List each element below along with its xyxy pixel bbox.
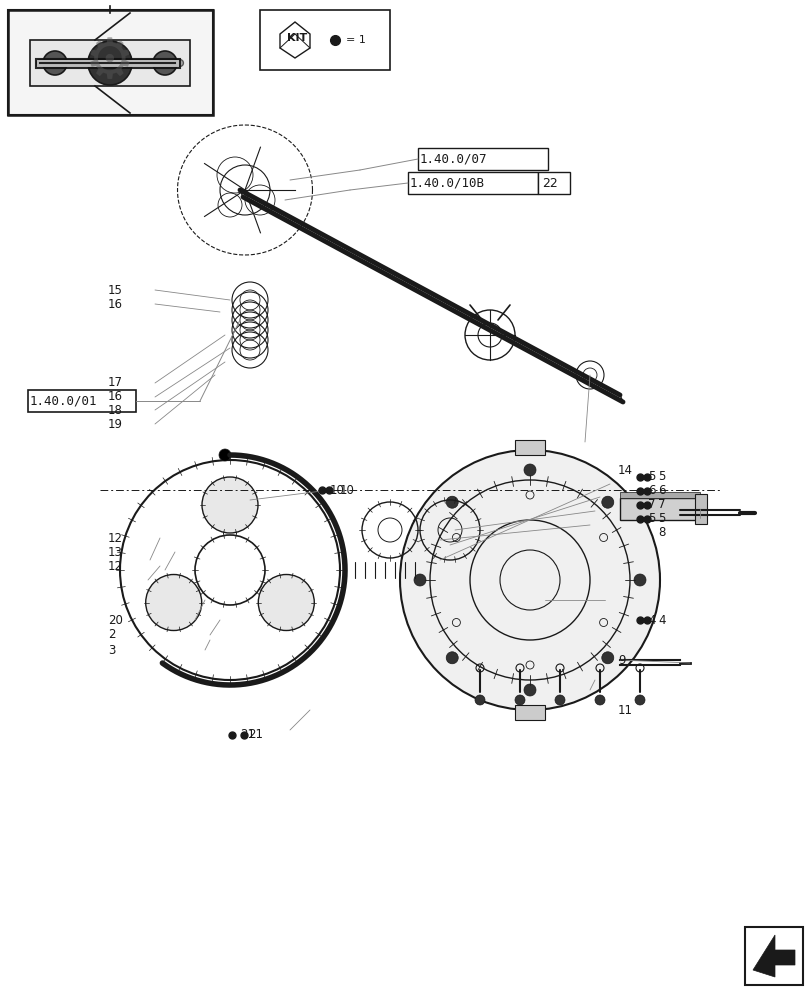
Text: 1.40.0/07: 1.40.0/07 xyxy=(419,153,487,166)
Text: 7: 7 xyxy=(657,498,665,512)
Bar xyxy=(620,498,699,520)
Text: 7: 7 xyxy=(647,498,654,512)
Circle shape xyxy=(633,574,646,586)
Circle shape xyxy=(601,496,613,508)
Circle shape xyxy=(523,464,535,476)
Circle shape xyxy=(400,450,659,710)
Text: 12: 12 xyxy=(108,532,122,544)
Bar xyxy=(28,390,135,412)
Text: 16: 16 xyxy=(108,390,122,403)
Circle shape xyxy=(202,477,258,533)
Text: 14: 14 xyxy=(617,464,633,477)
Polygon shape xyxy=(752,935,794,977)
Text: 10: 10 xyxy=(340,484,354,496)
Text: 2: 2 xyxy=(108,628,115,642)
Text: 22: 22 xyxy=(541,177,557,190)
Circle shape xyxy=(152,51,177,75)
Bar xyxy=(514,440,544,455)
Circle shape xyxy=(414,574,426,586)
Bar xyxy=(8,10,212,115)
Text: 21: 21 xyxy=(240,728,255,741)
Bar xyxy=(744,927,802,985)
Text: 6: 6 xyxy=(657,485,665,497)
Circle shape xyxy=(523,684,535,696)
Text: 3: 3 xyxy=(108,644,115,656)
Text: 5: 5 xyxy=(647,512,654,526)
Text: 5: 5 xyxy=(657,512,664,526)
Bar xyxy=(407,172,538,194)
Circle shape xyxy=(446,496,457,508)
Circle shape xyxy=(554,695,564,705)
Text: = 1: = 1 xyxy=(345,35,366,45)
Text: 20: 20 xyxy=(108,613,122,626)
Bar xyxy=(8,10,212,115)
Circle shape xyxy=(634,695,644,705)
Text: 9: 9 xyxy=(617,654,624,666)
Bar xyxy=(260,10,389,70)
Circle shape xyxy=(88,41,132,85)
Polygon shape xyxy=(30,40,190,86)
Text: 5: 5 xyxy=(647,471,654,484)
Text: 6: 6 xyxy=(647,485,654,497)
Text: 16: 16 xyxy=(108,298,122,310)
Text: 1.40.0/10B: 1.40.0/10B xyxy=(410,177,484,190)
Bar xyxy=(418,148,547,170)
Text: 18: 18 xyxy=(108,403,122,416)
Text: 5: 5 xyxy=(657,471,664,484)
Circle shape xyxy=(474,695,484,705)
Text: 15: 15 xyxy=(108,284,122,296)
Bar xyxy=(620,492,699,498)
Circle shape xyxy=(145,574,201,631)
Bar xyxy=(694,494,706,524)
Text: 4: 4 xyxy=(657,613,665,626)
Circle shape xyxy=(514,695,525,705)
Circle shape xyxy=(594,695,604,705)
Text: 1.40.0/01: 1.40.0/01 xyxy=(30,394,97,408)
Text: ⚙: ⚙ xyxy=(85,36,135,90)
Text: 19: 19 xyxy=(108,418,122,430)
Text: 21: 21 xyxy=(247,728,263,741)
Text: 13: 13 xyxy=(108,546,122,558)
Text: 11: 11 xyxy=(617,704,633,716)
Circle shape xyxy=(43,51,67,75)
Text: 8: 8 xyxy=(657,526,664,540)
Text: KIT: KIT xyxy=(286,33,307,43)
Text: 12: 12 xyxy=(108,560,122,572)
Circle shape xyxy=(219,449,230,461)
Circle shape xyxy=(258,574,314,631)
Text: 17: 17 xyxy=(108,376,122,389)
Circle shape xyxy=(601,652,613,664)
Bar xyxy=(538,172,569,194)
Bar xyxy=(514,705,544,720)
Text: 10: 10 xyxy=(329,484,345,496)
Text: 4: 4 xyxy=(647,613,654,626)
Circle shape xyxy=(446,652,457,664)
